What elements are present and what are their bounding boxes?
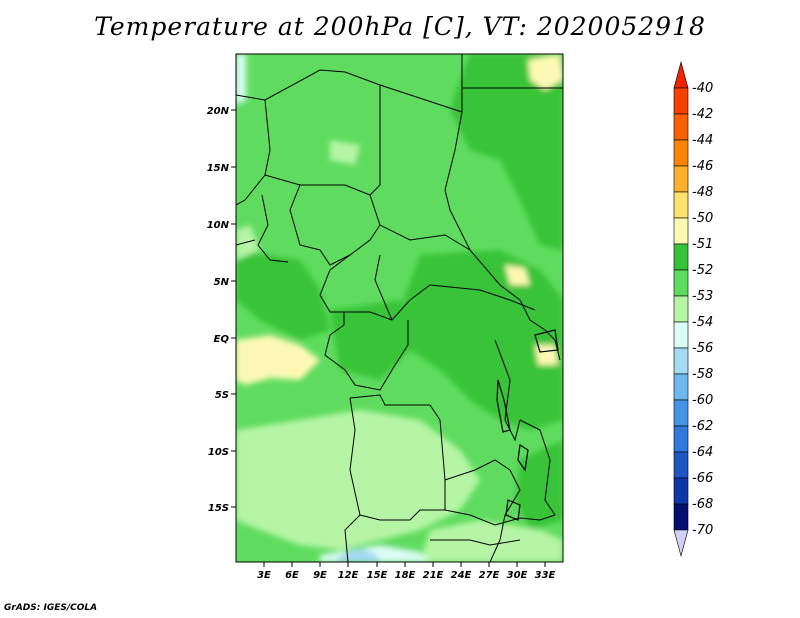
colorbar-labels: -40 -42 -44 -46 -48 -50 -51 -52 -53 -54 … <box>692 81 713 538</box>
colorbar-label: -56 <box>692 341 713 356</box>
colorbar-swatch <box>673 399 689 427</box>
lat-tick-label: 20N <box>207 106 230 117</box>
lon-tick-label: 9E <box>313 570 327 581</box>
colorbar-label: -46 <box>692 159 713 174</box>
field-band-minus51 <box>236 335 320 385</box>
lat-tick-label: 5S <box>215 390 229 401</box>
lake-outlines <box>496 329 559 521</box>
colorbar-label: -44 <box>692 133 713 148</box>
colorbar-label: -54 <box>692 315 713 330</box>
field-band-minus56 <box>236 54 246 105</box>
colorbar-label: -66 <box>692 471 713 486</box>
map-frame <box>235 53 564 563</box>
lon-tick-label: 3E <box>257 570 271 581</box>
colorbar-label: -52 <box>692 263 713 278</box>
lat-tick-label: 10S <box>208 447 229 458</box>
colorbar-swatch <box>673 269 689 297</box>
lat-tick-label: 10N <box>207 220 230 231</box>
lat-tick-label: 15N <box>207 163 230 174</box>
field-band-minus51 <box>535 345 558 365</box>
colorbar-swatch <box>673 243 689 271</box>
country-borders <box>236 54 563 562</box>
field-band-minus52 <box>236 250 330 340</box>
field-band-minus54 <box>236 410 480 550</box>
colorbar-swatch <box>673 529 689 558</box>
lat-tick-label: EQ <box>214 334 230 345</box>
colorbar-label: -58 <box>692 367 713 382</box>
lat-tick-label: 5N <box>214 277 230 288</box>
colorbar-label: -42 <box>692 107 713 122</box>
colorbar-label: -40 <box>692 81 713 96</box>
colorbar-swatch <box>673 477 689 505</box>
colorbar-label: -48 <box>692 185 713 200</box>
longitude-axis: 3E 6E 9E 12E 15E 18E 21E 24E 27E 30E 33E <box>257 562 556 581</box>
lon-tick-label: 18E <box>395 570 416 581</box>
field-band-minus52 <box>450 54 563 250</box>
lon-tick-label: 15E <box>367 570 388 581</box>
lon-tick-label: 24E <box>451 570 472 581</box>
lon-tick-label: 30E <box>507 570 528 581</box>
lat-tick-label: 15S <box>208 503 229 514</box>
map-title: Temperature at 200hPa [C], VT: 202005291… <box>94 12 706 41</box>
colorbar-label: -70 <box>692 523 713 538</box>
colorbar-swatch <box>673 165 689 193</box>
colorbar-label: -53 <box>692 289 713 304</box>
field-band-minus54 <box>330 140 360 165</box>
colorbar-label: -68 <box>692 497 713 512</box>
field-band-minus51 <box>528 54 563 90</box>
colorbar-swatch <box>673 347 689 375</box>
colorbar-swatch <box>673 113 689 141</box>
colorbar-swatch <box>673 451 689 479</box>
field-band-minus52 <box>400 250 563 430</box>
credit-label: GrADS: IGES/COLA <box>4 603 98 613</box>
colorbar-swatch <box>673 425 689 453</box>
colorbar-swatch <box>673 60 689 89</box>
field-band-minus51 <box>505 265 530 285</box>
temperature-field <box>236 54 563 562</box>
colorbar-label: -50 <box>692 211 713 226</box>
colorbar-label: -60 <box>692 393 713 408</box>
colorbar-swatch <box>673 87 689 115</box>
field-band-minus58 <box>335 548 380 562</box>
colorbar-swatch <box>673 503 689 531</box>
field-band-minus54 <box>236 225 260 260</box>
latitude-axis: 20N 15N 10N 5N EQ 5S 10S 15S <box>207 106 236 514</box>
colorbar-swatch <box>673 321 689 349</box>
lon-tick-label: 12E <box>338 570 359 581</box>
field-band-minus52 <box>515 440 563 530</box>
lon-tick-label: 33E <box>535 570 556 581</box>
field-band-minus52 <box>330 300 420 380</box>
colorbar-label: -51 <box>692 237 713 252</box>
colorbar-swatch <box>673 217 689 245</box>
colorbar-swatch <box>673 295 689 323</box>
colorbar <box>673 60 689 558</box>
lon-tick-label: 6E <box>285 570 299 581</box>
lon-tick-label: 21E <box>423 570 444 581</box>
colorbar-swatch <box>673 139 689 167</box>
lon-tick-label: 27E <box>479 570 500 581</box>
colorbar-label: -62 <box>692 419 713 434</box>
colorbar-swatch <box>673 373 689 401</box>
field-band-minus54 <box>420 520 563 562</box>
colorbar-label: -64 <box>692 445 713 460</box>
colorbar-swatch <box>673 191 689 219</box>
